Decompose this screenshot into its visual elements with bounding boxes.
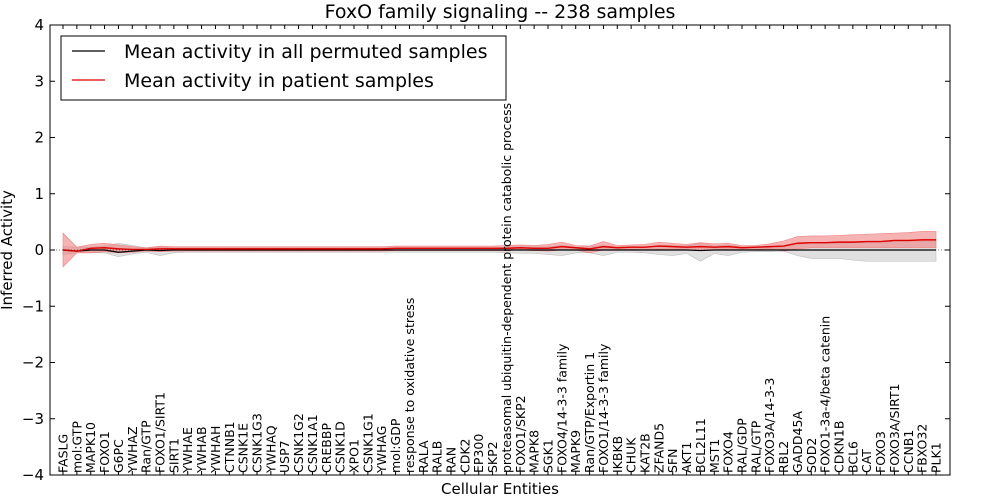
x-tick-label: proteasomal ubiquitin-dependent protein … xyxy=(499,103,514,473)
x-tick-label: XPO1 xyxy=(347,439,362,473)
x-tick-label: CSNK1A1 xyxy=(305,414,320,473)
x-tick-label: CDK2 xyxy=(457,438,472,473)
x-tick-label: RAL/GTP xyxy=(748,420,763,473)
x-tick-label: ZFAND5 xyxy=(651,423,666,473)
legend-box xyxy=(60,35,507,101)
x-tick-label: IKBKB xyxy=(610,436,625,473)
x-tick-label: AKT1 xyxy=(679,442,694,473)
x-tick-label: FOXO3A/SIRT1 xyxy=(887,383,902,473)
x-tick-label: YWHAQ xyxy=(263,425,278,474)
x-tick-label: Ran/GTP xyxy=(139,420,154,473)
x-tick-label: YWHAZ xyxy=(125,426,140,474)
x-tick-label: FOXO4/14-3-3 family xyxy=(554,343,569,473)
x-tick-label: FOXO3 xyxy=(873,431,888,473)
x-tick-label: SIRT1 xyxy=(166,438,181,473)
x-tick-label: BCL2L11 xyxy=(693,418,708,473)
x-tick-label: CAT xyxy=(859,449,874,473)
y-tick-label: −4 xyxy=(22,466,44,484)
x-tick-label: MAPK9 xyxy=(568,430,583,473)
x-tick-label: YWHAB xyxy=(194,426,209,474)
x-tick-label: CHUK xyxy=(624,437,639,473)
chart-title: FoxO family signaling -- 238 samples xyxy=(325,1,676,23)
x-tick-label: CSNK1G2 xyxy=(291,413,306,473)
x-tick-label: SKP2 xyxy=(485,441,500,473)
line-patient xyxy=(62,239,936,252)
x-tick-label: RAL/GDP xyxy=(735,418,750,473)
x-tick-label: FOXO1 xyxy=(97,431,112,473)
x-tick-label: SFN xyxy=(665,449,680,473)
x-tick-label: FOXO4 xyxy=(721,431,736,473)
x-tick-label: FASLG xyxy=(56,434,71,473)
x-tick-label: PLK1 xyxy=(929,442,944,473)
x-tick-label: MAPK8 xyxy=(527,430,542,473)
x-tick-label: FOXO1/SIRT1 xyxy=(153,392,168,473)
x-tick-label: CREBBP xyxy=(319,423,334,473)
y-axis-ticks: −4 −3 −2 −1 0 1 2 3 4 xyxy=(22,16,950,484)
x-tick-label: FOXO1/SKP2 xyxy=(513,395,528,473)
x-axis-label: Cellular Entities xyxy=(441,480,559,498)
x-tick-label: G6PC xyxy=(111,439,126,473)
x-tick-label: FOXO1/14-3-3 family xyxy=(596,343,611,473)
y-tick-label: −1 xyxy=(22,297,44,315)
x-tick-label: GADD45A xyxy=(790,411,805,473)
x-tick-label: SOD2 xyxy=(804,438,819,473)
x-tick-label: mol:GTP xyxy=(69,421,84,473)
x-tick-label: RBL2 xyxy=(776,441,791,473)
x-tick-label: CSNK1G1 xyxy=(360,413,375,473)
y-tick-label: 4 xyxy=(34,16,44,34)
y-tick-label: 0 xyxy=(34,241,44,259)
y-tick-label: 3 xyxy=(34,72,44,90)
series-lines xyxy=(50,239,950,253)
y-axis-label: Inferred Activity xyxy=(0,190,16,310)
x-tick-label: MAPK10 xyxy=(83,422,98,473)
x-tick-label: YWHAH xyxy=(208,426,223,474)
x-tick-label: KAT2B xyxy=(638,433,653,473)
y-tick-label: 1 xyxy=(34,185,44,203)
x-tick-label: RALA xyxy=(416,440,431,473)
x-tick-labels: FASLGmol:GTPMAPK10FOXO1G6PCYWHAZRan/GTPF… xyxy=(56,103,944,474)
x-tick-label: USP7 xyxy=(277,440,292,473)
x-tick-label: CSNK1D xyxy=(333,421,348,473)
legend: Mean activity in all permuted samples Me… xyxy=(60,35,507,101)
x-tick-label: CTNNB1 xyxy=(222,421,237,473)
x-tick-label: CSNK1G3 xyxy=(250,413,265,473)
x-tick-label: FOXO3A/14-3-3 xyxy=(762,378,777,473)
x-tick-label: MST1 xyxy=(707,439,722,473)
x-tick-label: Ran/GTP/Exportin 1 xyxy=(582,352,597,473)
x-tick-label: CSNK1E xyxy=(236,423,251,473)
x-tick-label: YWHAE xyxy=(180,427,195,474)
x-tick-label: CCNB1 xyxy=(901,430,916,473)
legend-label-patient: Mean activity in patient samples xyxy=(124,70,434,92)
x-tick-label: FOXO1-3a-4/beta catenin xyxy=(818,316,833,473)
y-tick-label: −3 xyxy=(22,410,44,428)
x-tick-label: SGK1 xyxy=(541,439,556,473)
band-patient xyxy=(62,231,937,268)
x-tick-label: RALB xyxy=(430,441,445,473)
x-tick-label: YWHAG xyxy=(374,426,389,474)
x-tick-label: BCL6 xyxy=(845,441,860,473)
y-tick-label: −2 xyxy=(22,354,44,372)
x-tick-label: response to oxidative stress xyxy=(402,298,417,473)
x-tick-label: RAN xyxy=(444,447,459,473)
x-axis-ticks xyxy=(62,25,937,475)
legend-label-permuted: Mean activity in all permuted samples xyxy=(124,41,487,63)
x-tick-label: CDKN1B xyxy=(832,421,847,473)
y-tick-label: 2 xyxy=(34,129,44,147)
x-tick-label: EP300 xyxy=(471,434,486,473)
x-tick-label: mol:GDP xyxy=(388,418,403,473)
x-tick-label: FBXO32 xyxy=(915,424,930,473)
line-permuted xyxy=(62,249,936,253)
